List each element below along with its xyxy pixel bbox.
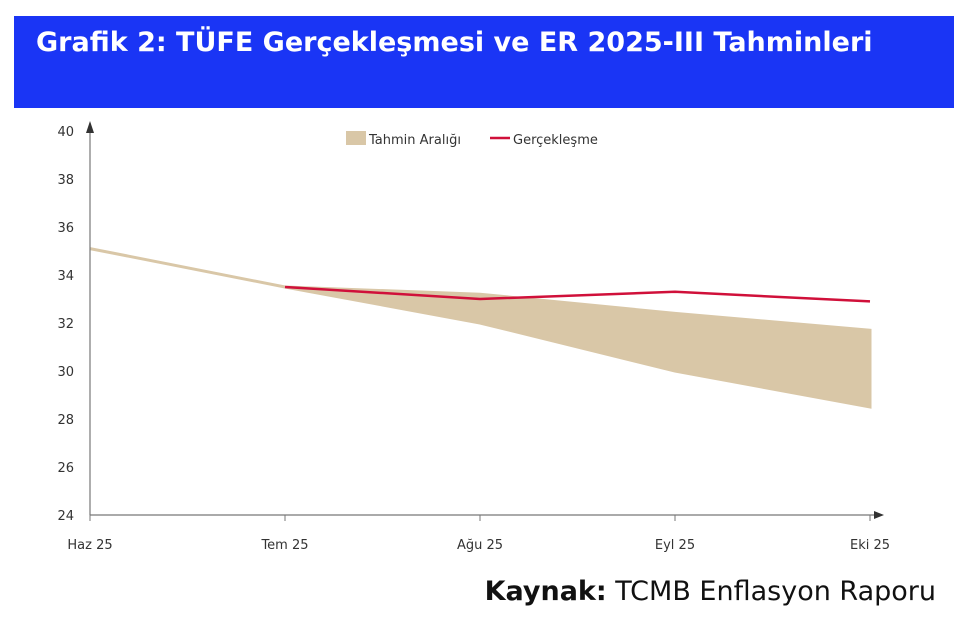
- chart-title: Grafik 2: TÜFE Gerçekleşmesi ve ER 2025-…: [14, 16, 954, 108]
- x-tick-label: Tem 25: [260, 538, 308, 553]
- x-axis-arrow: [874, 511, 884, 519]
- source-note: Kaynak: TCMB Enflasyon Raporu: [485, 576, 936, 607]
- y-tick-label: 40: [57, 125, 74, 140]
- source-text: TCMB Enflasyon Raporu: [606, 576, 936, 607]
- y-tick-label: 30: [57, 365, 74, 380]
- y-tick-label: 26: [57, 461, 74, 476]
- x-tick-label: Ağu 25: [457, 538, 503, 553]
- legend-line-label: Gerçekleşme: [513, 133, 598, 148]
- x-tick-label: Eki 25: [850, 538, 890, 553]
- y-tick-label: 38: [57, 173, 74, 188]
- x-tick-label: Haz 25: [67, 538, 112, 553]
- actual-line: [284, 285, 871, 303]
- legend-band-label: Tahmin Aralığı: [368, 133, 461, 148]
- y-tick-label: 28: [57, 413, 74, 428]
- y-tick-label: 36: [57, 221, 74, 236]
- forecast-band: [89, 247, 872, 409]
- y-axis-arrow: [86, 121, 94, 133]
- legend-band-swatch: [346, 131, 366, 145]
- y-tick-label: 34: [57, 269, 74, 284]
- source-label: Kaynak:: [484, 576, 607, 607]
- y-tick-label: 24: [57, 509, 74, 524]
- x-tick-label: Eyl 25: [655, 538, 695, 553]
- y-tick-label: 32: [57, 317, 74, 332]
